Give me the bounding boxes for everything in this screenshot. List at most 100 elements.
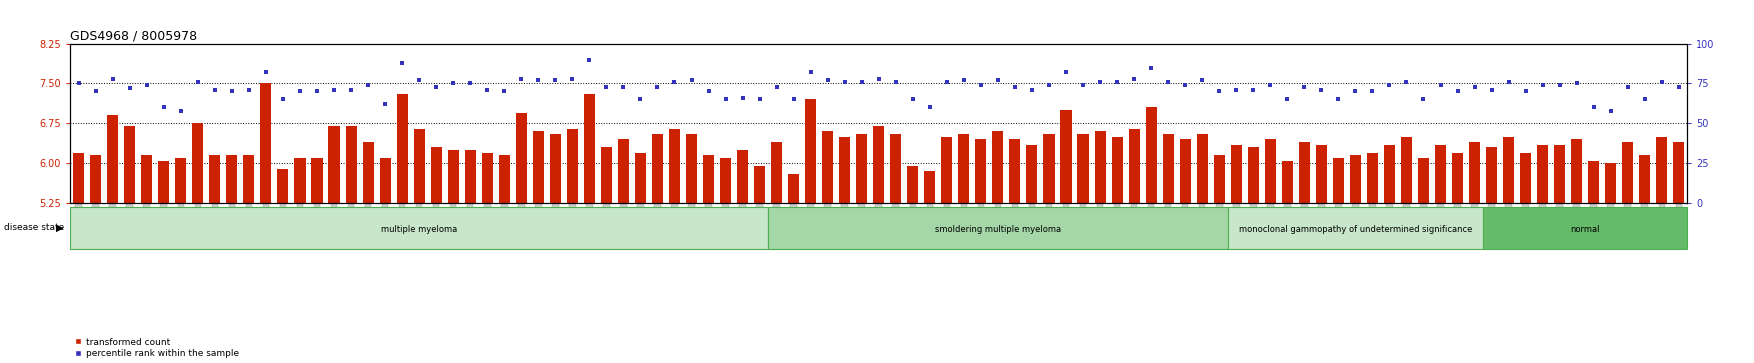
Bar [1180, 139, 1191, 203]
Point [1512, 89, 1540, 94]
Bar [891, 134, 902, 203]
Text: monoclonal gammopathy of undetermined significance: monoclonal gammopathy of undetermined si… [1238, 225, 1472, 234]
Point [489, 89, 517, 94]
Bar [1486, 147, 1498, 203]
Bar [1401, 137, 1412, 203]
Point [796, 69, 824, 75]
Point [1035, 82, 1063, 88]
Point [1426, 82, 1454, 88]
Point [1580, 105, 1608, 110]
Point [644, 84, 672, 90]
Point [966, 82, 995, 88]
Bar [1112, 137, 1123, 203]
Point [1596, 108, 1624, 114]
Bar [142, 155, 153, 203]
Bar [482, 153, 493, 203]
Bar [498, 155, 510, 203]
Bar [277, 169, 288, 203]
Point [438, 81, 467, 86]
Point [814, 77, 842, 83]
Bar [788, 174, 800, 203]
Legend: transformed count, percentile rank within the sample: transformed count, percentile rank withi… [75, 338, 239, 359]
Point [524, 77, 553, 83]
Point [1358, 89, 1386, 94]
Point [423, 84, 451, 90]
Point [847, 79, 875, 85]
Point [763, 84, 791, 90]
Point [65, 81, 93, 86]
Bar [772, 142, 782, 203]
Point [1172, 82, 1200, 88]
Bar [1145, 107, 1156, 203]
Bar [1316, 145, 1326, 203]
Point [1256, 82, 1284, 88]
Bar [70, 207, 768, 249]
Bar [1452, 153, 1463, 203]
Point [1375, 82, 1403, 88]
Bar [652, 134, 663, 203]
Point [1086, 79, 1114, 85]
Bar [1417, 158, 1430, 203]
Point [745, 97, 774, 102]
Bar [158, 161, 170, 203]
Bar [1656, 137, 1668, 203]
Bar [1521, 153, 1531, 203]
Point [82, 89, 111, 94]
Point [1154, 79, 1182, 85]
Point [1068, 82, 1096, 88]
Text: normal: normal [1570, 225, 1600, 234]
Bar [1026, 145, 1038, 203]
Bar [396, 94, 407, 203]
Bar [1061, 110, 1072, 203]
Point [388, 60, 416, 66]
Bar [635, 153, 645, 203]
Bar [346, 126, 356, 203]
Point [712, 97, 740, 102]
Point [98, 76, 126, 82]
Point [865, 76, 893, 82]
Point [286, 89, 314, 94]
Bar [584, 94, 595, 203]
Point [1444, 89, 1472, 94]
Point [695, 89, 723, 94]
Bar [260, 83, 272, 203]
Point [677, 77, 705, 83]
Bar [873, 126, 884, 203]
Point [1240, 87, 1268, 93]
Point [1324, 97, 1352, 102]
Bar [447, 150, 460, 203]
Bar [942, 137, 952, 203]
Point [1410, 97, 1438, 102]
Point [268, 97, 296, 102]
Point [253, 69, 281, 75]
Point [898, 97, 926, 102]
Bar [1572, 139, 1582, 203]
Point [1205, 89, 1233, 94]
Bar [549, 134, 561, 203]
Bar [1196, 134, 1209, 203]
Bar [379, 158, 391, 203]
Bar [1366, 153, 1379, 203]
Bar [1435, 145, 1445, 203]
Point [933, 79, 961, 85]
Text: smoldering multiple myeloma: smoldering multiple myeloma [935, 225, 1061, 234]
Point [200, 87, 228, 93]
Point [217, 89, 246, 94]
Point [235, 87, 263, 93]
Point [1307, 87, 1335, 93]
Point [1273, 97, 1301, 102]
Bar [1044, 134, 1054, 203]
Point [303, 89, 332, 94]
Point [1187, 77, 1216, 83]
Bar [823, 131, 833, 203]
Point [984, 77, 1012, 83]
Bar [924, 171, 935, 203]
Bar [1384, 145, 1394, 203]
Bar [1009, 139, 1021, 203]
Point [1477, 87, 1505, 93]
Bar [431, 147, 442, 203]
Bar [1470, 142, 1480, 203]
Point [1631, 97, 1659, 102]
Bar [209, 155, 221, 203]
Bar [1282, 161, 1293, 203]
